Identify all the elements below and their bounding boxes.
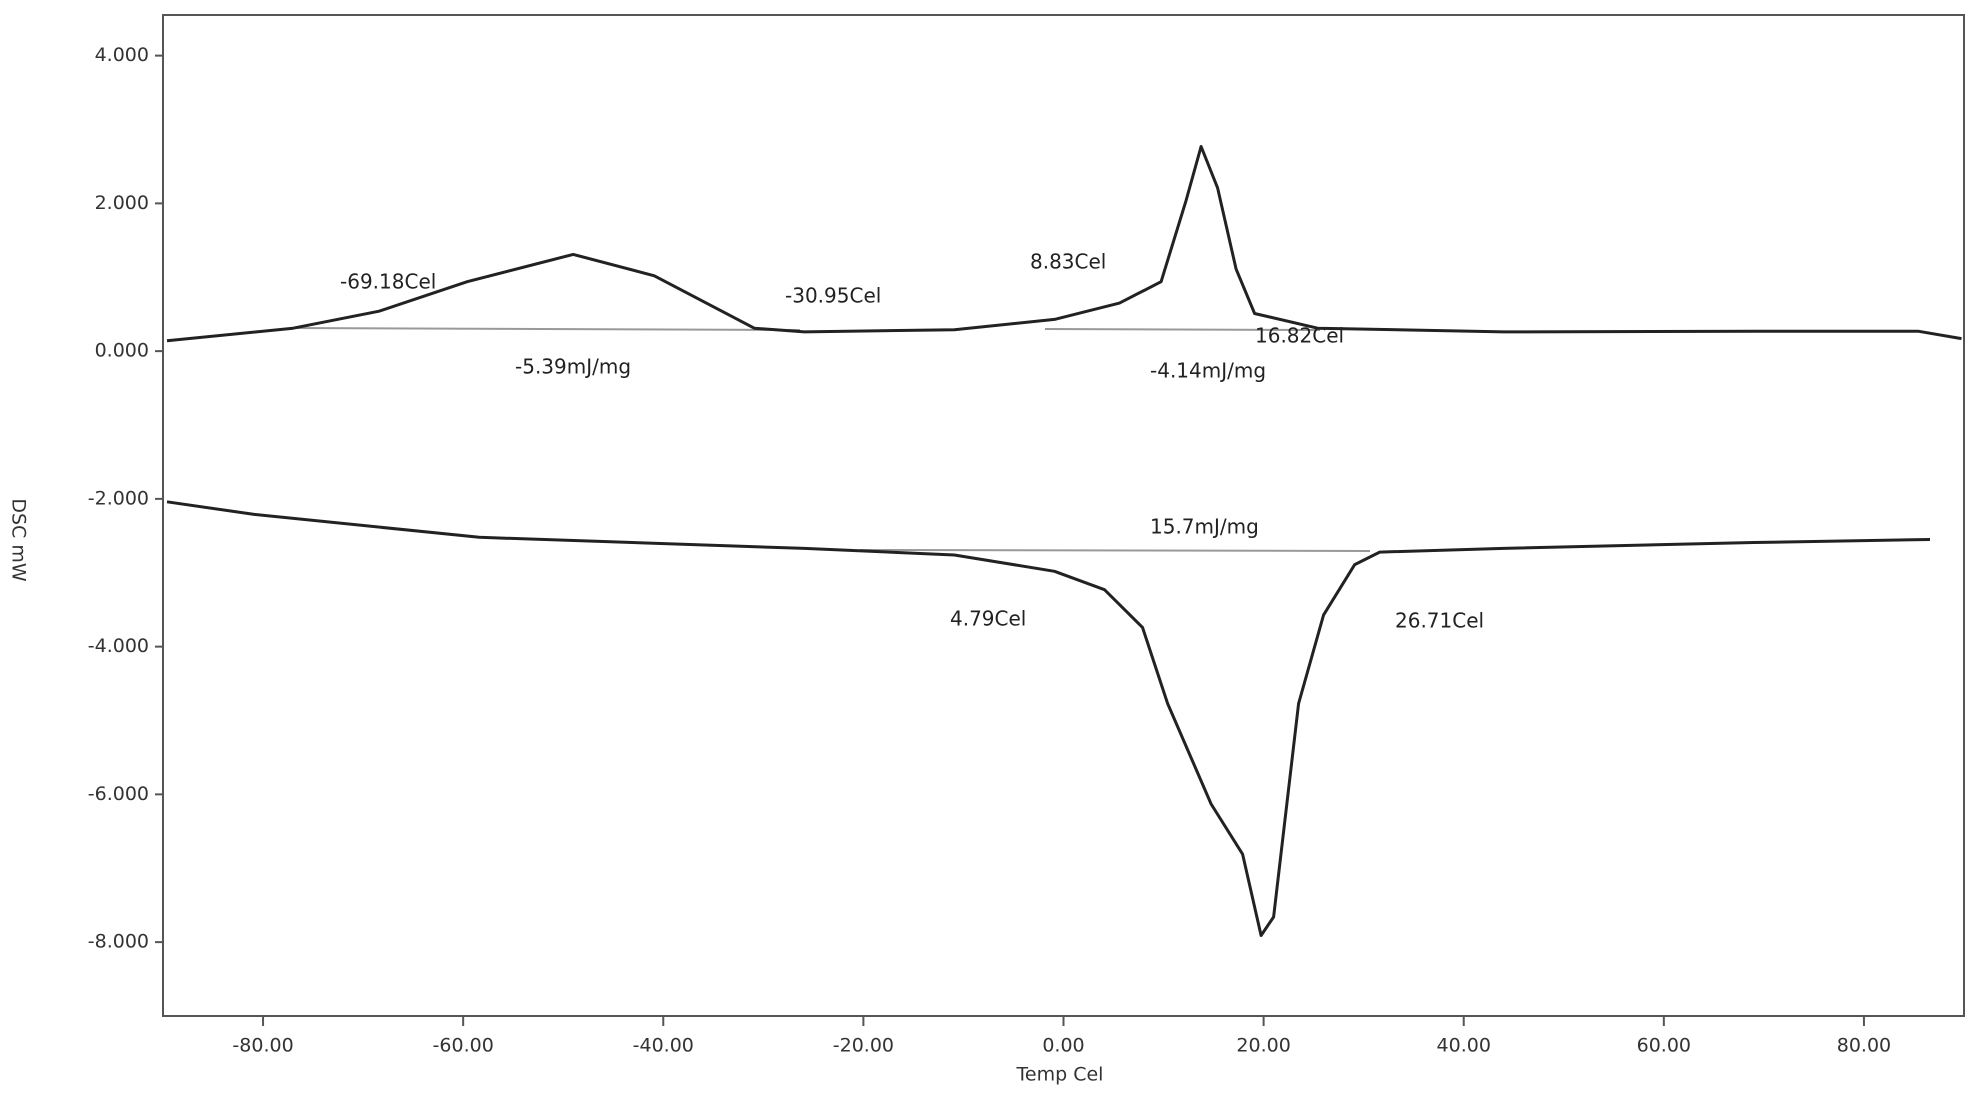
y-tick-label: 2.000 — [95, 192, 149, 214]
baseline — [1044, 328, 1321, 331]
x-tick-label: 20.00 — [1236, 1035, 1290, 1057]
annotation: 26.71Cel — [1395, 609, 1484, 633]
baseline — [859, 549, 1371, 552]
dsc-curve — [166, 500, 1931, 937]
annotation: -5.39mJ/mg — [515, 355, 631, 379]
annotation: 4.79Cel — [950, 607, 1026, 631]
annotation: -4.14mJ/mg — [1150, 359, 1266, 383]
x-tick-label: -40.00 — [633, 1035, 694, 1057]
plot-frame — [162, 14, 1965, 1017]
y-axis-label: DSC mW — [8, 498, 30, 582]
x-tick-label: 80.00 — [1837, 1035, 1891, 1057]
annotation: -30.95Cel — [785, 284, 881, 308]
annotation: -69.18Cel — [340, 270, 436, 294]
x-tick-label: -20.00 — [833, 1035, 894, 1057]
y-tick-label: 4.000 — [95, 44, 149, 66]
y-tick-label: -4.000 — [88, 635, 149, 657]
baseline — [289, 327, 801, 331]
x-tick-label: -80.00 — [232, 1035, 293, 1057]
y-tick-label: -6.000 — [88, 783, 149, 805]
annotation: 16.82Cel — [1255, 324, 1344, 348]
x-axis-label: Temp Cel — [1016, 1064, 1104, 1086]
dsc-curve — [166, 145, 1962, 343]
y-tick-label: -8.000 — [88, 931, 149, 953]
y-tick-label: 0.000 — [95, 340, 149, 362]
x-tick-label: -60.00 — [433, 1035, 494, 1057]
x-tick-label: 40.00 — [1437, 1035, 1491, 1057]
annotation: 8.83Cel — [1030, 250, 1106, 274]
x-tick-label: 60.00 — [1637, 1035, 1691, 1057]
annotation: 15.7mJ/mg — [1150, 515, 1259, 539]
y-tick-label: -2.000 — [88, 487, 149, 509]
x-tick-label: 0.00 — [1042, 1035, 1084, 1057]
